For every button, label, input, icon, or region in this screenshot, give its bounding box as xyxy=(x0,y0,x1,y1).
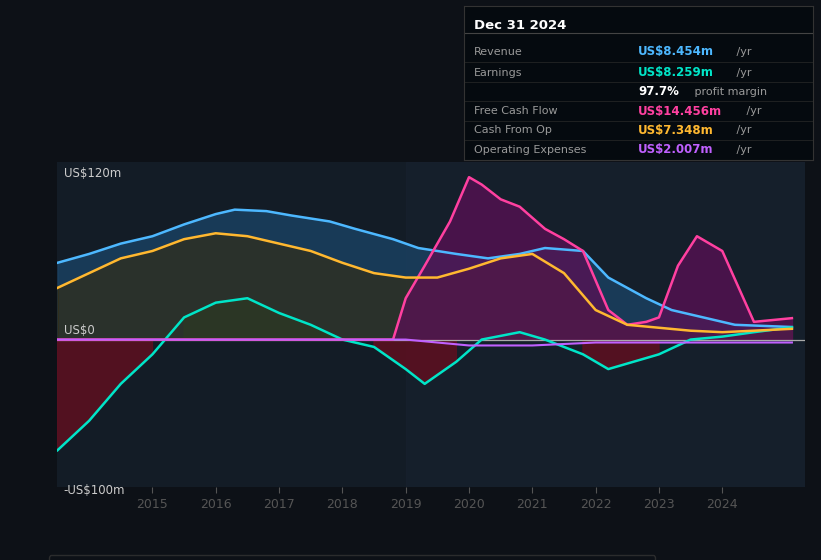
Text: /yr: /yr xyxy=(732,144,751,155)
Text: US$14.456m: US$14.456m xyxy=(639,105,722,118)
Text: Revenue: Revenue xyxy=(475,47,523,57)
Text: Operating Expenses: Operating Expenses xyxy=(475,144,587,155)
Text: US$8.259m: US$8.259m xyxy=(639,66,714,79)
Text: US$7.348m: US$7.348m xyxy=(639,124,714,137)
Legend: Revenue, Earnings, Free Cash Flow, Cash From Op, Operating Expenses: Revenue, Earnings, Free Cash Flow, Cash … xyxy=(48,556,655,560)
Text: profit margin: profit margin xyxy=(690,87,767,97)
Bar xyxy=(406,162,805,487)
Text: /yr: /yr xyxy=(743,106,762,116)
Text: US$2.007m: US$2.007m xyxy=(639,143,713,156)
Text: /yr: /yr xyxy=(732,125,751,136)
Text: US$120m: US$120m xyxy=(64,167,121,180)
Text: Earnings: Earnings xyxy=(475,68,523,78)
Text: Free Cash Flow: Free Cash Flow xyxy=(475,106,558,116)
Text: /yr: /yr xyxy=(732,68,751,78)
Text: -US$100m: -US$100m xyxy=(64,484,126,497)
Text: 97.7%: 97.7% xyxy=(639,85,679,99)
Text: Cash From Op: Cash From Op xyxy=(475,125,553,136)
Text: US$0: US$0 xyxy=(64,324,94,337)
Text: Dec 31 2024: Dec 31 2024 xyxy=(475,20,566,32)
Text: US$8.454m: US$8.454m xyxy=(639,45,714,58)
Text: /yr: /yr xyxy=(732,47,751,57)
